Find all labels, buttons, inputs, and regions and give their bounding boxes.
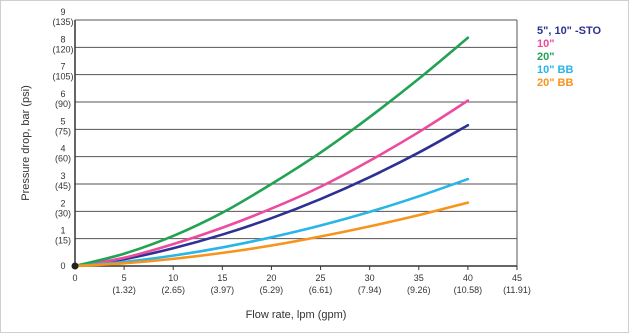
series-line-3 bbox=[73, 177, 470, 268]
y-tick-sub-4: (60) bbox=[55, 154, 71, 164]
x-tick-sub-5: (1.32) bbox=[112, 285, 136, 295]
y-tick-sub-2: (30) bbox=[55, 208, 71, 218]
y-tick-label-8: 8 bbox=[60, 34, 65, 44]
x-tick-label-0: 0 bbox=[72, 273, 77, 283]
y-tick-label-5: 5 bbox=[60, 116, 65, 126]
x-tick-label-25: 25 bbox=[316, 273, 326, 283]
x-tick-label-35: 35 bbox=[414, 273, 424, 283]
y-tick-label-3: 3 bbox=[60, 171, 65, 181]
x-tick-sub-30: (7.94) bbox=[358, 285, 382, 295]
x-tick-label-5: 5 bbox=[122, 273, 127, 283]
x-tick-label-20: 20 bbox=[266, 273, 276, 283]
x-tick-sub-25: (6.61) bbox=[309, 285, 333, 295]
y-tick-label-1: 1 bbox=[60, 226, 65, 236]
y-tick-sub-1: (15) bbox=[55, 236, 71, 246]
legend-entry-1: 10" bbox=[537, 38, 554, 50]
x-tick-sub-45: (11.91) bbox=[503, 285, 531, 295]
y-tick-label-9: 9 bbox=[60, 7, 65, 17]
x-tick-labels: 0 5 (1.32) 10 (2.65) 15 (3.97) 20 (5.29) 25 (6.61)… bbox=[72, 273, 530, 295]
y-tick-label-6: 6 bbox=[60, 89, 65, 99]
y-tick-sub-9: (135) bbox=[52, 17, 73, 27]
series-line-1 bbox=[73, 99, 470, 268]
x-axis-label: Flow rate, lpm (gpm) bbox=[246, 309, 347, 321]
axes bbox=[74, 19, 518, 270]
legend-entry-3: 10" BB bbox=[537, 64, 573, 76]
y-tick-sub-6: (90) bbox=[55, 99, 71, 109]
x-tick-sub-40: (10.58) bbox=[454, 285, 483, 295]
y-tick-sub-3: (45) bbox=[55, 181, 71, 191]
y-tick-label-0: 0 bbox=[60, 261, 65, 271]
y-axis-label: Pressure drop, bar (psi) bbox=[20, 85, 32, 201]
series-line-0 bbox=[73, 123, 470, 268]
x-tick-sub-20: (5.29) bbox=[260, 285, 284, 295]
x-tick-sub-10: (2.65) bbox=[161, 285, 185, 295]
x-tick-label-15: 15 bbox=[217, 273, 227, 283]
y-tick-labels: 01(15)2(30)3(45)4(60)5(75)6(90)7(105)8(1… bbox=[52, 7, 73, 271]
origin-dot bbox=[71, 262, 79, 270]
x-tick-label-45: 45 bbox=[512, 273, 522, 283]
y-tick-sub-8: (120) bbox=[52, 44, 73, 54]
legend-entry-4: 20" BB bbox=[537, 77, 573, 89]
x-tick-label-40: 40 bbox=[463, 273, 473, 283]
legend-entry-2: 20" bbox=[537, 51, 554, 63]
x-tick-label-10: 10 bbox=[168, 273, 178, 283]
series-line-2 bbox=[73, 36, 470, 268]
y-tick-label-2: 2 bbox=[60, 198, 65, 208]
x-tick-label-30: 30 bbox=[365, 273, 375, 283]
y-tick-sub-5: (75) bbox=[55, 126, 71, 136]
x-tick-sub-35: (9.26) bbox=[407, 285, 431, 295]
legend-entry-0: 5", 10" -STO bbox=[537, 25, 601, 37]
y-tick-label-7: 7 bbox=[60, 62, 65, 72]
x-tick-sub-15: (3.97) bbox=[211, 285, 235, 295]
y-tick-label-4: 4 bbox=[60, 144, 65, 154]
series-line-4 bbox=[73, 201, 470, 268]
y-tick-sub-7: (105) bbox=[52, 72, 73, 82]
series-lines bbox=[71, 36, 470, 270]
